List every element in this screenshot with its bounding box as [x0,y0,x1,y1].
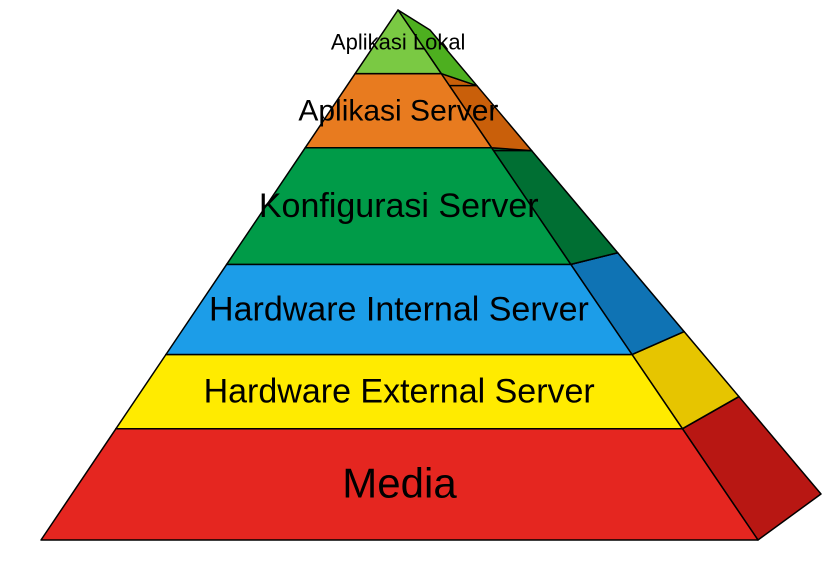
pyramid-level-label: Hardware External Server [204,373,595,411]
pyramid-svg: Media Hardware External Server Hardware In… [0,0,840,569]
pyramid-diagram: Media Hardware External Server Hardware In… [0,0,840,569]
pyramid-level-label: Konfigurasi Server [259,187,539,225]
pyramid-level-label: Aplikasi Server [298,95,498,128]
pyramid-level-label: Aplikasi Lokal [331,30,466,55]
pyramid-level-label: Hardware Internal Server [209,290,589,328]
pyramid-level-label: Media [342,459,457,506]
